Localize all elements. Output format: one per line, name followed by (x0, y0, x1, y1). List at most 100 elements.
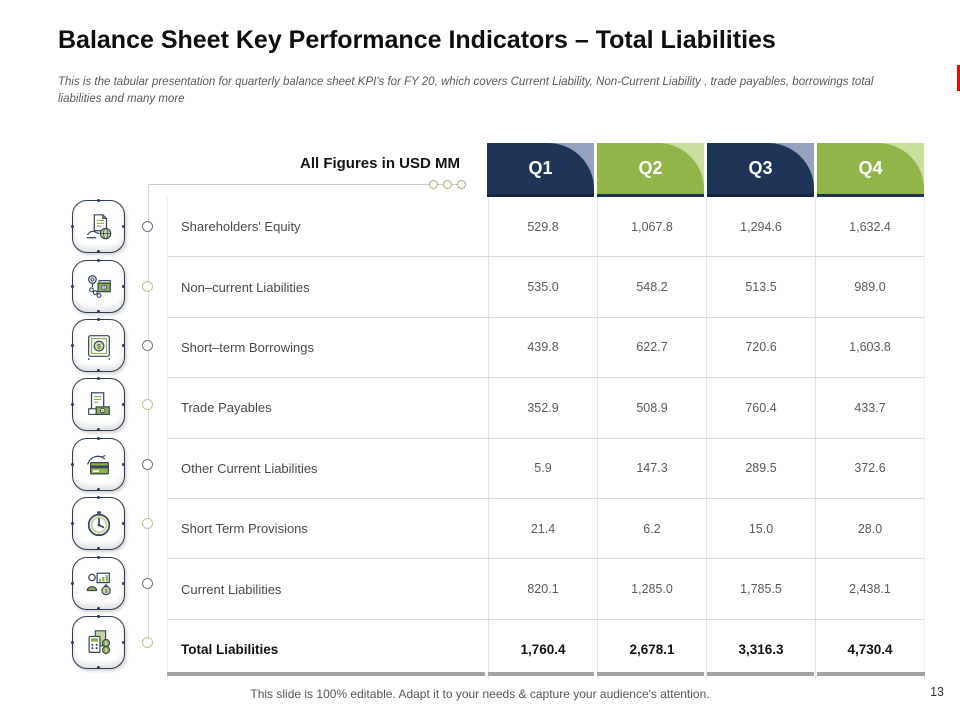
table-row: Shareholders' Equity 529.8 1,067.8 1,294… (168, 197, 924, 258)
table-row: Non–current Liabilities 535.0 548.2 513.… (168, 257, 924, 318)
cell-value: 2,438.1 (815, 559, 924, 619)
row-connector-node (142, 578, 153, 589)
invoice-banknote-icon: $ (87, 391, 110, 415)
cell-value: 1,632.4 (815, 197, 924, 257)
cell-value: 622.7 (597, 317, 706, 378)
kpi-table: Shareholders' Equity 529.8 1,067.8 1,294… (167, 197, 925, 680)
svg-text:$: $ (104, 588, 107, 593)
icon-frame: $ (70, 317, 125, 372)
table-row: Short–term Borrowings 439.8 622.7 720.6 … (168, 317, 924, 379)
row-label: Current Liabilities (181, 581, 282, 597)
cell-value: 1,067.8 (597, 197, 706, 257)
icon-frame: $ (70, 555, 125, 610)
units-label: All Figures in USD MM (299, 155, 460, 172)
footer-note: This slide is 100% editable. Adapt it to… (250, 687, 710, 701)
cell-value: 508.9 (597, 378, 706, 438)
cell-value: 820.1 (488, 559, 597, 619)
row-label: Other Current Liabilities (181, 460, 318, 476)
table-row-total: Total Liabilities 1,760.4 2,678.1 3,316.… (168, 619, 924, 680)
svg-text:$: $ (102, 285, 105, 290)
icon-frame (70, 495, 125, 550)
cell-value: 147.3 (597, 438, 706, 498)
cell-value: 548.2 (597, 257, 706, 317)
row-connector-node (142, 637, 153, 648)
row-connector-node (142, 221, 153, 232)
cell-value: 1,285.0 (597, 559, 706, 619)
row-connector-node (142, 459, 153, 470)
connector-line (148, 184, 460, 185)
person-chart-money-icon: $ (86, 572, 111, 595)
row-connector-node (142, 518, 153, 529)
cell-value: 529.8 (488, 197, 597, 257)
icon-rail-line (148, 184, 149, 643)
cell-value: 4,730.4 (815, 619, 924, 680)
row-label: Short–term Borrowings (181, 339, 314, 355)
document-hand-globe-icon (86, 213, 111, 239)
icon-frame: $ (70, 376, 125, 431)
row-connector-node (142, 340, 153, 351)
page-number: 13 (930, 685, 944, 699)
column-header-q1: Q1 (487, 143, 594, 197)
decorative-ring-icon (457, 180, 466, 189)
hand-credit-card-icon (86, 454, 109, 475)
table-row: Other Current Liabilities 5.9 147.3 289.… (168, 438, 924, 499)
row-label: Non–current Liabilities (181, 279, 310, 295)
cell-value: 535.0 (488, 257, 597, 317)
decorative-ring-icon (429, 180, 438, 189)
decorative-ring-icon (443, 180, 452, 189)
table-row: Short Term Provisions 21.4 6.2 15.0 28.0 (168, 498, 924, 560)
cell-value: 6.2 (597, 498, 706, 559)
cell-value: 1,294.6 (706, 197, 815, 257)
cell-value: 1,760.4 (488, 619, 597, 680)
svg-text:$: $ (97, 343, 101, 350)
cell-value: 1,785.5 (706, 559, 815, 619)
table-row: Current Liabilities 820.1 1,285.0 1,785.… (168, 559, 924, 620)
row-label: Total Liabilities (181, 641, 279, 657)
cell-value: 5.9 (488, 438, 597, 498)
cell-value: 15.0 (706, 498, 815, 559)
calculator-coins-icon: $ $ (88, 629, 110, 654)
red-accent-line (957, 65, 960, 91)
column-header-q2: Q2 (597, 143, 704, 197)
column-header-q3: Q3 (707, 143, 814, 197)
icon-frame: $ (70, 258, 125, 313)
table-bottom-bar (167, 672, 925, 676)
cell-value: 28.0 (815, 498, 924, 559)
cell-value: 513.5 (706, 257, 815, 317)
keyring-banknote-icon: $ (87, 274, 111, 298)
cell-value: 989.0 (815, 257, 924, 317)
column-header-q4: Q4 (817, 143, 924, 197)
cell-value: 720.6 (706, 317, 815, 378)
cell-value: 1,603.8 (815, 317, 924, 378)
cell-value: 2,678.1 (597, 619, 706, 680)
column-header-q1-label: Q1 (487, 143, 594, 197)
page-title: Balance Sheet Key Performance Indicators… (58, 26, 776, 54)
row-connector-node (142, 399, 153, 410)
icon-frame (70, 436, 125, 491)
cell-value: 372.6 (815, 438, 924, 498)
safe-dollar-icon: $ (87, 334, 110, 360)
row-label: Shareholders' Equity (181, 219, 301, 235)
clock-icon (87, 510, 110, 536)
cell-value: 352.9 (488, 378, 597, 438)
cell-value: 439.8 (488, 317, 597, 378)
icon-frame (70, 198, 125, 253)
svg-text:$: $ (104, 647, 107, 652)
slide-subtitle: This is the tabular presentation for qua… (58, 76, 874, 106)
cell-value: 21.4 (488, 498, 597, 559)
table-row: Trade Payables 352.9 508.9 760.4 433.7 (168, 378, 924, 439)
cell-value: 760.4 (706, 378, 815, 438)
row-label: Trade Payables (181, 400, 272, 416)
column-header-q3-label: Q3 (707, 143, 814, 197)
svg-text:$: $ (101, 408, 104, 413)
row-connector-node (142, 281, 153, 292)
cell-value: 433.7 (815, 378, 924, 438)
cell-value: 3,316.3 (706, 619, 815, 680)
column-header-q4-label: Q4 (817, 143, 924, 197)
svg-text:$: $ (104, 640, 107, 645)
column-header-q2-label: Q2 (597, 143, 704, 197)
icon-frame: $ $ (70, 614, 125, 669)
row-label: Short Term Provisions (181, 521, 308, 537)
cell-value: 289.5 (706, 438, 815, 498)
